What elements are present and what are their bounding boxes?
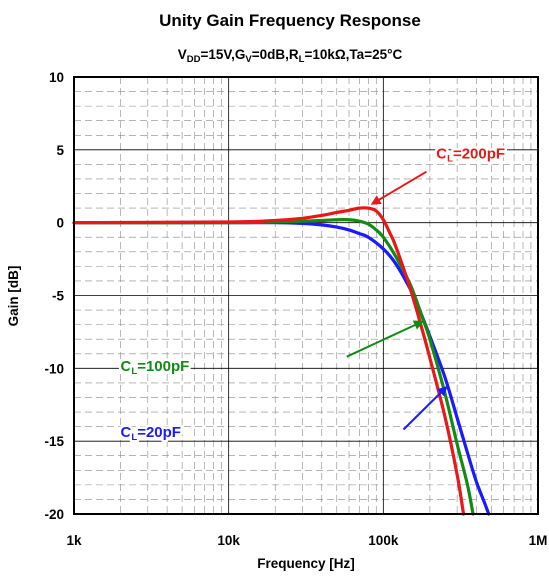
annotation-label-cl-20pf: CL=20pF [121,424,181,443]
y-tick-label: 10 [49,70,64,85]
y-tick-label: -10 [44,361,64,376]
series-line-cl-20pf [72,221,491,516]
x-tick-label: 1k [66,533,82,548]
annotation-arrow-cl-200pf [370,170,427,205]
annotation-arrow-cl-20pf [402,385,448,431]
annotation-label-cl-100pf: CL=100pF [121,358,190,377]
grid [73,76,539,515]
chart-subtitle: VDD=15V,GV=0dB,RL=10kΩ,Ta=25°C [178,47,403,65]
x-tick-label: 10k [217,533,240,548]
chart-title: Unity Gain Frequency Response [159,11,421,30]
plot-frame [73,76,539,515]
y-axis-label: Gain [dB] [6,266,21,327]
y-tick-label: 5 [56,143,64,158]
x-tick-labels: 1k 10k 100k 1M [66,533,547,548]
series-line-cl-200pf [72,206,466,516]
annotation-label-cl-200pf: CL=200pF [436,146,505,165]
series-lines [72,206,491,516]
y-tick-label: -5 [52,289,64,304]
x-tick-label: 100k [368,533,399,548]
y-tick-label: -15 [44,434,64,449]
y-tick-label: 0 [56,216,64,231]
y-tick-label: -20 [44,507,64,522]
x-tick-label: 1M [529,533,548,548]
annotation-arrow-cl-100pf [346,320,424,358]
x-axis-label: Frequency [Hz] [257,556,355,571]
annotations: CL=200pF CL=100pF CL=20pF [118,143,508,445]
y-tick-labels: 10 5 0 -5 -10 -15 -20 [44,70,64,522]
